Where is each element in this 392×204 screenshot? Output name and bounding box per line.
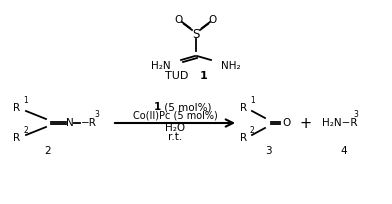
Text: H₂N: H₂N (151, 61, 171, 71)
Text: 1: 1 (23, 96, 28, 105)
Text: 3: 3 (94, 110, 99, 119)
Text: TUD: TUD (165, 71, 192, 81)
Text: O: O (175, 15, 183, 25)
Text: O: O (283, 118, 291, 128)
Text: 4: 4 (341, 146, 347, 156)
Text: r.t.: r.t. (168, 132, 182, 142)
Text: 2: 2 (45, 146, 51, 156)
Text: S: S (192, 28, 200, 41)
Text: H₂O: H₂O (165, 123, 185, 133)
Text: Co(II)Pc (5 mol%): Co(II)Pc (5 mol%) (132, 111, 218, 121)
Text: O: O (209, 15, 217, 25)
Text: (5 mol%): (5 mol%) (161, 102, 212, 112)
Text: 2: 2 (23, 126, 28, 135)
Text: R: R (13, 133, 20, 143)
Text: −R: −R (81, 118, 97, 128)
Text: 3: 3 (265, 146, 271, 156)
Text: H₂N−R: H₂N−R (322, 118, 358, 128)
Text: NH₂: NH₂ (221, 61, 241, 71)
Text: 3: 3 (353, 110, 358, 119)
Text: 1: 1 (250, 96, 255, 105)
Text: R: R (13, 103, 20, 113)
Text: N: N (66, 118, 74, 128)
Text: 1: 1 (154, 102, 161, 112)
Text: 2: 2 (250, 126, 255, 135)
Text: R: R (240, 133, 247, 143)
Text: +: + (300, 115, 312, 131)
Text: R: R (240, 103, 247, 113)
Text: 1: 1 (200, 71, 208, 81)
